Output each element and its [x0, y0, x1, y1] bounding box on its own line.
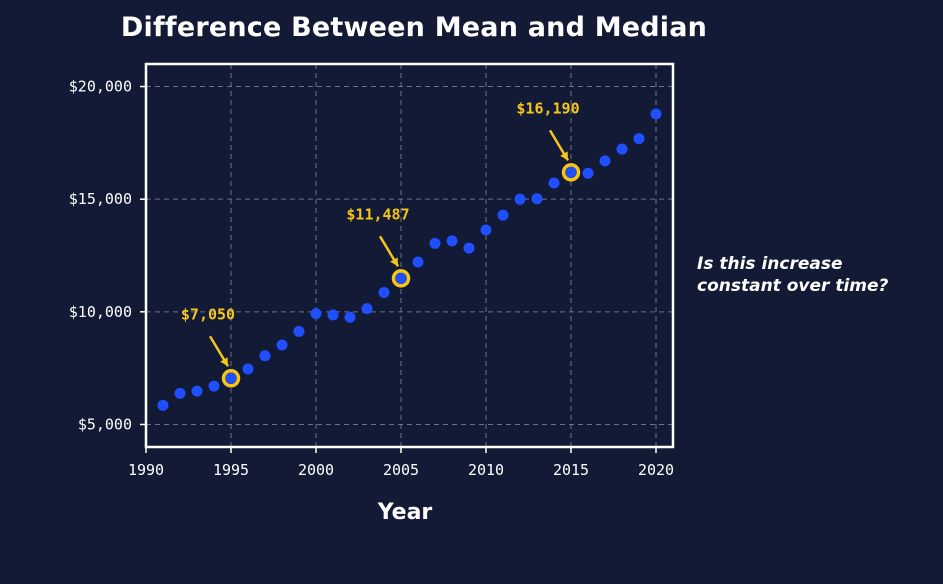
- highlight-ring: [221, 369, 241, 388]
- data-point: [344, 311, 356, 323]
- annotation-label: $11,487: [346, 205, 409, 223]
- data-point: [446, 235, 458, 247]
- x-tick-label: 2010: [468, 461, 504, 479]
- data-point: [497, 209, 509, 221]
- data-point: [259, 350, 271, 362]
- data-point: [191, 385, 203, 397]
- y-tick-label: $5,000: [78, 415, 132, 433]
- data-point: [429, 237, 441, 249]
- x-tick-label: 2000: [298, 461, 334, 479]
- data-point: [242, 363, 254, 375]
- data-point: [531, 193, 543, 205]
- data-point: [548, 177, 560, 189]
- x-tick-label: 1995: [213, 461, 249, 479]
- data-point: [412, 256, 424, 268]
- data-point: [208, 380, 220, 392]
- x-tick-label: 2015: [553, 461, 589, 479]
- highlight-point: [226, 373, 236, 383]
- y-tick-label: $15,000: [69, 190, 132, 208]
- highlight-ring: [391, 269, 411, 288]
- y-tick-label: $20,000: [69, 78, 132, 96]
- data-point: [276, 339, 288, 351]
- x-axis-label: Year: [377, 500, 433, 525]
- data-point: [480, 224, 492, 236]
- data-point: [514, 193, 526, 205]
- data-point: [650, 108, 662, 120]
- data-point: [599, 155, 611, 167]
- annotation-arrowhead: [390, 257, 398, 267]
- data-point: [633, 133, 645, 145]
- data-point: [361, 303, 373, 315]
- data-point: [174, 387, 186, 399]
- data-point: [327, 309, 339, 321]
- annotation-arrowhead: [220, 357, 228, 367]
- data-point: [463, 242, 475, 254]
- side-note-line-2: constant over time?: [697, 276, 889, 296]
- x-tick-label: 2020: [638, 461, 674, 479]
- data-point: [157, 399, 169, 411]
- annotation-label: $16,190: [516, 99, 579, 117]
- side-note: Is this increase constant over time?: [697, 253, 937, 297]
- highlight-ring: [561, 163, 581, 182]
- plot-frame: [144, 62, 675, 449]
- highlight-point: [566, 167, 576, 177]
- x-tick-label: 2005: [383, 461, 419, 479]
- annotation-arrowhead: [560, 151, 568, 161]
- data-point: [378, 286, 390, 298]
- data-point: [293, 325, 305, 337]
- side-note-line-1: Is this increase: [697, 254, 843, 274]
- highlight-point: [396, 273, 406, 283]
- data-point: [616, 143, 628, 155]
- y-tick-label: $10,000: [69, 303, 132, 321]
- chart-title: Difference Between Mean and Median: [120, 12, 708, 43]
- data-point: [582, 167, 594, 179]
- annotation-label: $7,050: [181, 305, 235, 323]
- x-tick-label: 1990: [128, 461, 164, 479]
- data-point: [310, 308, 322, 320]
